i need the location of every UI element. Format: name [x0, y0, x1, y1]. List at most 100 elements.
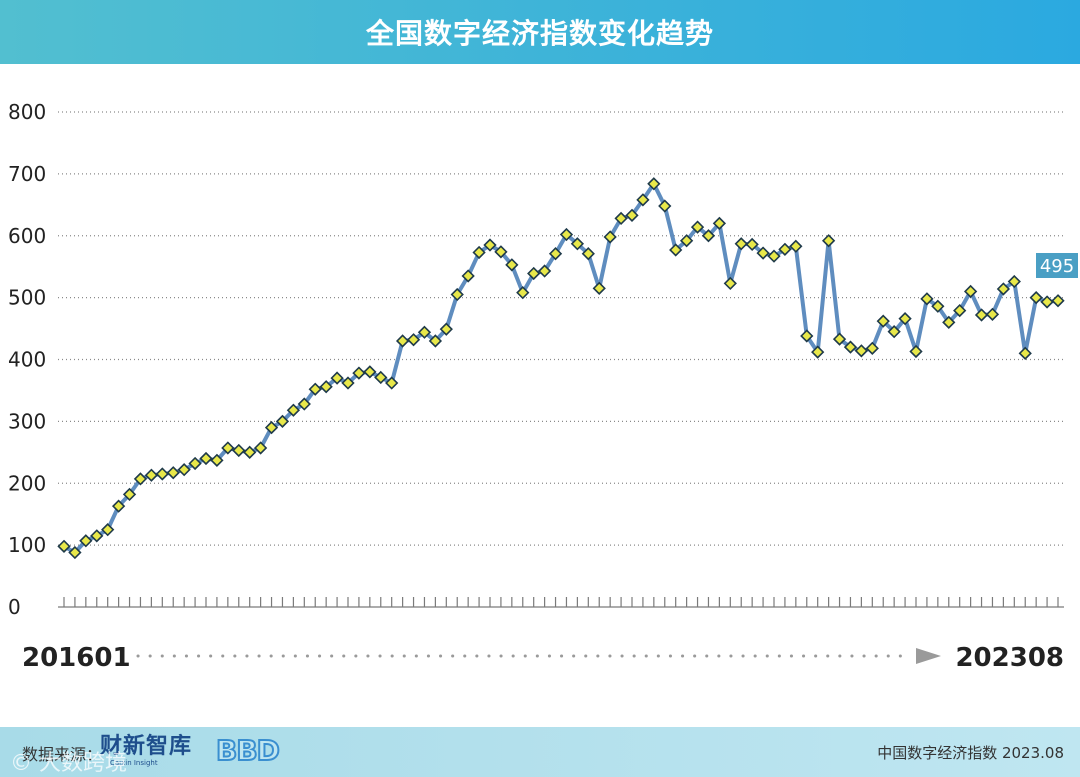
data-point-marker: [767, 249, 781, 263]
data-point-marker: [417, 325, 432, 339]
data-point-marker: [166, 466, 180, 480]
data-point-marker: [942, 315, 956, 330]
data-point-marker: [101, 523, 115, 537]
series-line: [63, 181, 1059, 555]
data-point-marker: [832, 332, 847, 346]
data-point-marker: [516, 286, 530, 300]
data-point-marker: [800, 329, 814, 343]
last-value-badge: 495: [1036, 253, 1078, 278]
y-tick-label: 100: [8, 533, 46, 557]
chart-title: 全国数字经济指数变化趋势: [365, 17, 714, 50]
data-point-marker: [330, 371, 344, 385]
data-point-marker: [144, 468, 159, 482]
data-point-marker: [1007, 274, 1021, 289]
data-point-marker: [133, 472, 148, 486]
data-point-marker: [111, 499, 126, 513]
data-point-marker: [1040, 295, 1054, 309]
data-point-marker: [472, 245, 486, 260]
data-point-marker: [778, 242, 792, 256]
y-tick-label: 500: [8, 286, 46, 310]
data-point-marker: [79, 534, 93, 548]
data-point-marker: [658, 199, 672, 213]
data-point-marker: [308, 382, 322, 396]
data-point-marker: [865, 341, 879, 355]
index-note: 中国数字经济指数 2023.08: [877, 744, 1064, 762]
data-point-marker: [319, 380, 333, 394]
data-point-marker: [395, 334, 410, 348]
y-axis-ticks: 0 100 200 300 400 500 600 700 800: [8, 100, 46, 619]
y-tick-label: 400: [8, 348, 46, 372]
caixin-logo-text: 财新智库: [100, 734, 193, 759]
data-point-marker: [734, 237, 748, 251]
data-point-marker: [537, 264, 552, 278]
caixin-logo-subtext: Caixin Insight: [110, 759, 158, 767]
data-point-marker: [527, 266, 541, 281]
data-point-marker: [253, 441, 268, 455]
data-point-marker: [974, 308, 989, 322]
data-point-marker: [1051, 294, 1065, 308]
data-point-marker: [352, 366, 366, 380]
data-point-marker: [483, 238, 497, 252]
data-point-marker: [920, 292, 934, 306]
data-point-marker: [821, 234, 836, 248]
data-point-marker: [811, 345, 825, 359]
data-point-marker: [243, 445, 257, 459]
caixin-logo: 财新智库 Caixin Insight: [100, 734, 193, 768]
data-point-marker: [68, 545, 82, 560]
y-tick-label: 200: [8, 471, 46, 495]
y-tick-label: 600: [8, 224, 46, 248]
data-point-marker: [909, 344, 923, 359]
data-point-marker: [701, 229, 716, 243]
data-point-marker: [985, 307, 1000, 321]
data-point-marker: [723, 276, 737, 291]
data-point-marker: [887, 325, 901, 339]
data-point-marker: [690, 220, 705, 234]
y-tick-label: 700: [8, 162, 46, 186]
data-point-marker: [1018, 346, 1032, 360]
data-point-marker: [505, 258, 519, 272]
data-point-marker: [931, 299, 945, 313]
data-point-marker: [57, 539, 71, 553]
data-point-marker: [581, 247, 595, 261]
y-tick-label: 300: [8, 409, 46, 433]
data-point-marker: [406, 333, 421, 347]
data-point-marker: [963, 284, 978, 299]
data-point-marker: [669, 243, 683, 257]
last-value-label: 495: [1040, 256, 1074, 277]
data-point-marker: [636, 193, 650, 207]
series-markers: [57, 177, 1065, 560]
data-point-marker: [603, 230, 617, 244]
grid-lines: [58, 111, 1064, 546]
data-point-marker: [548, 247, 563, 261]
timeline-arrow: [916, 648, 941, 664]
data-point-marker: [374, 370, 388, 385]
y-tick-label: 800: [8, 100, 46, 124]
data-point-marker: [898, 312, 912, 326]
data-point-marker: [210, 453, 224, 467]
data-point-marker: [221, 441, 235, 455]
data-point-marker: [592, 281, 606, 295]
data-point-marker: [996, 282, 1011, 296]
data-point-marker: [679, 234, 694, 248]
data-point-marker: [1029, 290, 1043, 305]
data-point-marker: [428, 334, 443, 348]
data-point-marker: [461, 269, 475, 283]
data-point-marker: [385, 376, 399, 390]
data-point-marker: [177, 463, 191, 477]
chart-header: 全国数字经济指数变化趋势: [0, 0, 1080, 64]
data-point-marker: [494, 245, 508, 259]
source-label: 数据来源：: [22, 745, 103, 764]
data-point-marker: [789, 239, 803, 253]
data-point-marker: [745, 237, 759, 252]
y-tick-label: 0: [8, 595, 21, 619]
data-point-marker: [439, 322, 453, 336]
data-point-marker: [199, 451, 213, 466]
data-point-marker: [232, 443, 246, 458]
data-point-marker: [570, 237, 585, 251]
data-point-marker: [275, 414, 290, 429]
data-point-marker: [363, 365, 377, 379]
data-point-marker: [286, 403, 301, 417]
line-chart: 0 100 200 300 400 500 600 700 800 495 201601 202…: [8, 100, 1078, 673]
data-point-marker: [297, 397, 311, 411]
data-point-marker: [756, 246, 770, 260]
